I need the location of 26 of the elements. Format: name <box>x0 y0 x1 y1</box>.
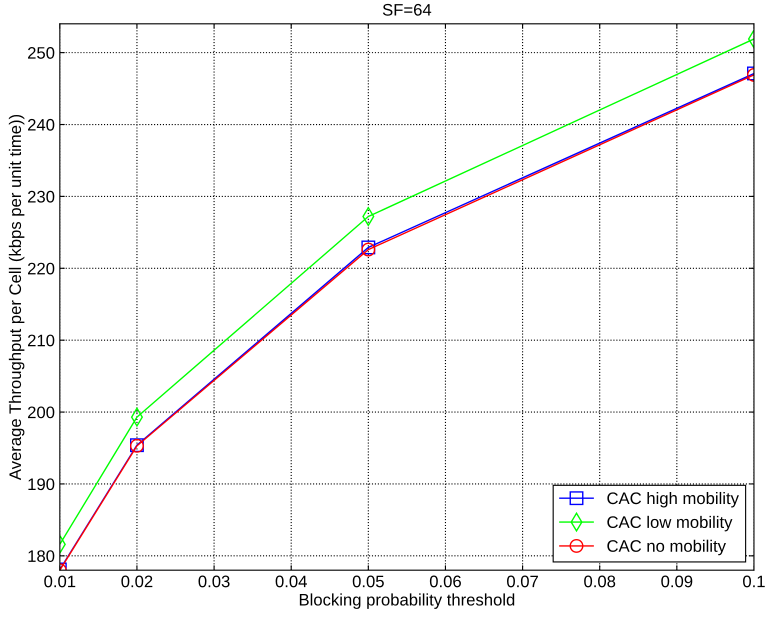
x-tick-label: 0.02 <box>121 576 152 588</box>
legend-label: CAC no mobility <box>607 540 726 556</box>
y-tick-label: 220 <box>28 262 54 274</box>
x-tick-label: 0.09 <box>661 576 692 588</box>
y-tick-label: 210 <box>28 334 54 346</box>
y-axis-title: Average Throughput per Cell (kbps per unit time)) <box>8 114 24 480</box>
point <box>361 240 376 254</box>
x-tick-label: 0.1 <box>743 576 765 588</box>
y-tick-label: 200 <box>28 406 54 418</box>
y-tick-label: 190 <box>28 478 54 490</box>
y-tick-label: 180 <box>28 550 54 562</box>
x-tick-label: 0.06 <box>430 576 461 588</box>
x-tick-label: 0.08 <box>584 576 616 588</box>
chart-title: SF=64 <box>382 4 432 16</box>
x-axis-title: Blocking probability threshold <box>300 593 514 609</box>
y-tick-label: 240 <box>28 118 54 131</box>
x-tick-label: 0.05 <box>352 576 384 588</box>
legend-label: CAC high mobility <box>607 492 739 508</box>
point <box>361 242 376 257</box>
y-tick-label: 250 <box>28 47 54 59</box>
x-tick-label: 0.03 <box>198 576 230 588</box>
x-tick-label: 0.01 <box>44 576 76 588</box>
x-tick-label: 0.04 <box>276 576 307 588</box>
y-tick-label: 230 <box>28 190 54 203</box>
legend-label: CAC low mobility <box>607 516 732 532</box>
x-tick-label: 0.07 <box>507 576 538 588</box>
